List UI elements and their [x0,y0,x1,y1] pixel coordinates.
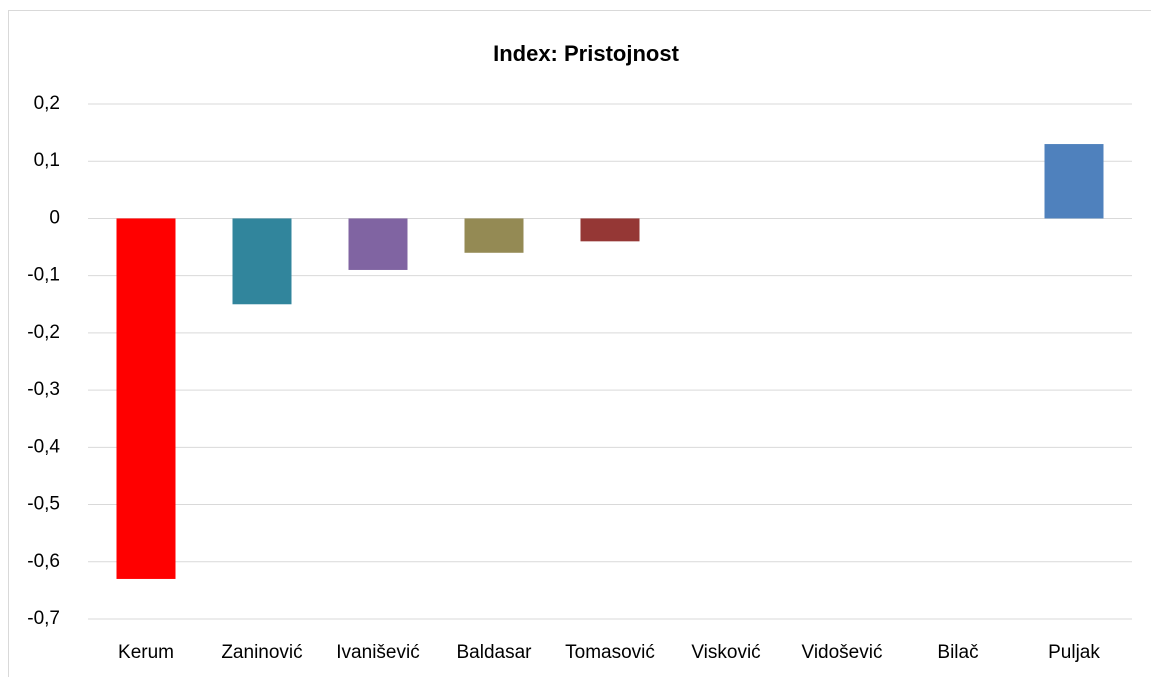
bar [1044,144,1104,219]
bar [348,218,408,270]
y-tick-label: -0,3 [27,379,60,400]
y-tick-label: 0,1 [34,150,60,171]
y-tick-label: 0,2 [34,93,60,114]
y-tick-label: -0,7 [27,608,60,629]
x-tick-label: Visković [691,642,760,663]
x-tick-label: Baldasar [457,642,533,663]
bar [232,218,292,305]
x-tick-label: Tomasović [565,642,655,663]
y-tick-label: -0,1 [27,265,60,286]
x-tick-label: Puljak [1048,642,1100,663]
bar [580,218,640,242]
bar [116,218,176,579]
y-tick-label: -0,5 [27,494,60,515]
bar [464,218,524,253]
y-tick-label: -0,4 [27,436,60,457]
x-tick-label: Kerum [118,642,174,663]
y-tick-label: 0 [49,207,60,228]
y-tick-label: -0,2 [27,322,60,343]
x-tick-label: Ivanišević [336,642,419,663]
chart-title: Index: Pristojnost [493,41,679,66]
x-tick-label: Vidošević [802,642,883,663]
chart-frame [8,10,1151,677]
x-tick-label: Bilač [937,642,978,663]
x-tick-label: Zaninović [221,642,302,663]
y-tick-label: -0,6 [27,551,60,572]
